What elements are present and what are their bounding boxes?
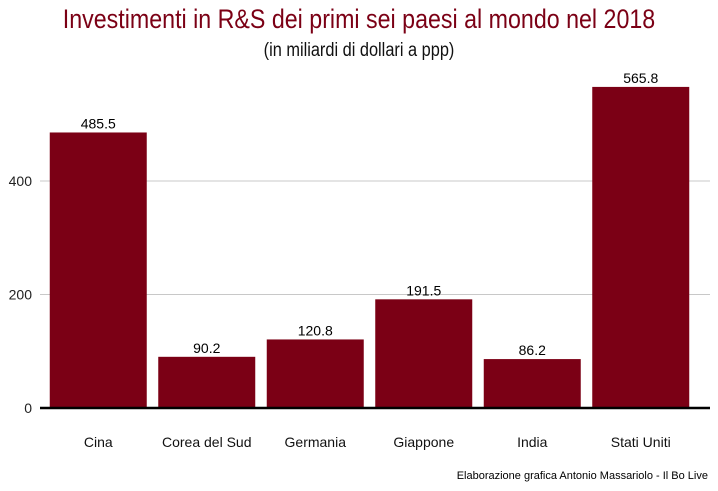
bar-value-label: 86.2 <box>519 342 546 358</box>
bar <box>592 86 690 408</box>
bar <box>49 132 147 408</box>
y-tick-label: 400 <box>9 173 33 189</box>
source-caption: Elaborazione grafica Antonio Massariolo … <box>456 470 708 482</box>
y-tick-labels: 0 200 400 <box>9 173 33 416</box>
x-category-label: Cina <box>84 434 113 450</box>
chart-title: Investimenti in R&S dei primi sei paesi … <box>62 4 656 34</box>
bar-value-label: 90.2 <box>193 340 220 356</box>
x-category-labels: Cina Corea del Sud Germania Giappone India St… <box>84 434 671 450</box>
bar-value-label: 565.8 <box>623 70 658 86</box>
chart-subtitle: (in miliardi di dollari a ppp) <box>263 40 455 61</box>
bar <box>375 299 473 408</box>
bars <box>49 86 690 408</box>
bar-value-label: 485.5 <box>81 115 116 131</box>
x-category-label: Corea del Sud <box>162 434 252 450</box>
bar <box>266 339 364 408</box>
bar <box>158 356 256 408</box>
y-tick-label: 0 <box>24 400 32 416</box>
bar-value-label: 120.8 <box>298 322 333 338</box>
bar-value-label: 191.5 <box>406 282 441 298</box>
x-category-label: Giappone <box>393 434 454 450</box>
bar <box>483 359 581 408</box>
x-category-label: India <box>517 434 548 450</box>
value-labels: 485.5 90.2 120.8 191.5 86.2 565.8 <box>81 70 659 358</box>
y-tick-label: 200 <box>9 287 33 303</box>
x-category-label: Germania <box>285 434 347 450</box>
x-category-label: Stati Uniti <box>611 434 671 450</box>
